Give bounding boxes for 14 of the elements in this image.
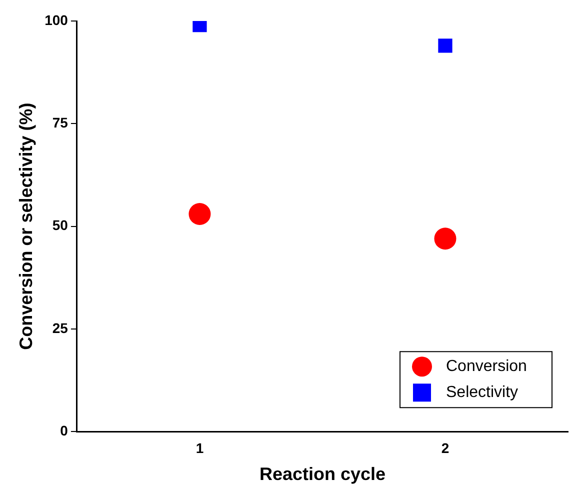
y-tick-label: 100 — [44, 12, 68, 28]
y-tick-label: 25 — [52, 320, 68, 336]
point — [434, 228, 456, 250]
y-tick-label: 75 — [52, 114, 68, 131]
x-axis-title: Reaction cycle — [259, 464, 386, 484]
y-tick-label: 50 — [52, 217, 68, 234]
x-tick-label: 2 — [441, 440, 450, 456]
legend-label: Conversion — [446, 358, 527, 376]
point — [438, 38, 452, 53]
point — [188, 202, 211, 225]
x-tick-label: 1 — [196, 440, 204, 456]
y-tick-label: 0 — [60, 422, 68, 438]
legend-label: Selectivity — [446, 384, 518, 402]
y-axis-title: Conversion or selectivity (%) — [16, 102, 36, 350]
